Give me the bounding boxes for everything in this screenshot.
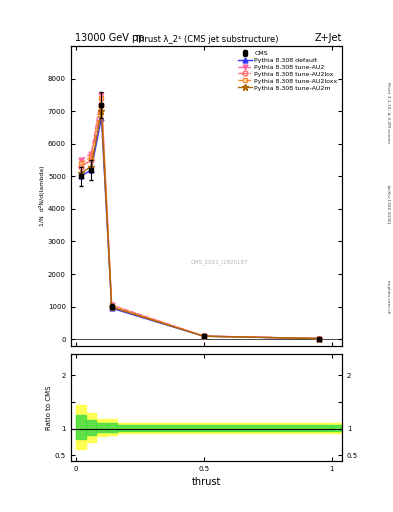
Title: Thrust λ_2¹ (CMS jet substructure): Thrust λ_2¹ (CMS jet substructure) [134, 35, 279, 44]
X-axis label: thrust: thrust [192, 477, 221, 487]
Bar [86, 420, 96, 435]
Line: Pythia 8.308 tune-AU2lox: Pythia 8.308 tune-AU2lox [79, 102, 321, 341]
Text: Rivet 3.1.10, ≥ 3.2M events: Rivet 3.1.10, ≥ 3.2M events [386, 82, 390, 143]
Pythia 8.308 tune-AU2loxx [99, 95, 104, 101]
Pythia 8.308 tune-AU2 [316, 335, 321, 342]
Bar [332, 423, 345, 433]
Bar [96, 423, 107, 433]
Pythia 8.308 default [316, 335, 321, 342]
Pythia 8.308 default [109, 305, 114, 311]
Pythia 8.308 tune-AU2m [89, 163, 94, 169]
Line: Pythia 8.308 default: Pythia 8.308 default [79, 115, 321, 341]
Y-axis label: Ratio to CMS: Ratio to CMS [46, 385, 52, 430]
Bar [117, 425, 332, 431]
Bar [86, 413, 96, 442]
Pythia 8.308 tune-AU2 [99, 92, 104, 98]
Bar [76, 415, 86, 439]
Bar [96, 419, 107, 436]
Pythia 8.308 tune-AU2lox [201, 333, 206, 339]
Text: Z+Jet: Z+Jet [314, 33, 342, 44]
Pythia 8.308 tune-AU2m [109, 304, 114, 310]
Text: CMS_2021_I1920187: CMS_2021_I1920187 [191, 259, 249, 265]
Line: Pythia 8.308 tune-AU2m: Pythia 8.308 tune-AU2m [78, 108, 322, 342]
Pythia 8.308 tune-AU2 [89, 151, 94, 157]
Pythia 8.308 default [99, 115, 104, 121]
Pythia 8.308 tune-AU2m [201, 333, 206, 339]
Bar [117, 423, 332, 433]
Line: Pythia 8.308 tune-AU2: Pythia 8.308 tune-AU2 [79, 93, 321, 341]
Pythia 8.308 tune-AU2m [99, 108, 104, 114]
Pythia 8.308 tune-AU2m [79, 170, 83, 176]
Text: mcplots.cern.ch: mcplots.cern.ch [386, 280, 390, 314]
Pythia 8.308 tune-AU2loxx [201, 333, 206, 339]
Pythia 8.308 tune-AU2m [316, 335, 321, 342]
Bar [332, 425, 345, 431]
Line: Pythia 8.308 tune-AU2loxx: Pythia 8.308 tune-AU2loxx [79, 96, 321, 341]
Pythia 8.308 tune-AU2lox [109, 304, 114, 310]
Pythia 8.308 tune-AU2lox [99, 101, 104, 108]
Pythia 8.308 tune-AU2loxx [316, 335, 321, 342]
Pythia 8.308 tune-AU2lox [316, 335, 321, 342]
Pythia 8.308 default [201, 333, 206, 339]
Pythia 8.308 tune-AU2loxx [79, 160, 83, 166]
Pythia 8.308 tune-AU2 [79, 157, 83, 163]
Pythia 8.308 tune-AU2loxx [89, 154, 94, 160]
Y-axis label: 1/N  d²N/d(lambda): 1/N d²N/d(lambda) [39, 165, 45, 226]
Pythia 8.308 tune-AU2loxx [109, 303, 114, 309]
Pythia 8.308 default [89, 167, 94, 173]
Bar [107, 423, 117, 433]
Pythia 8.308 default [79, 173, 83, 179]
Text: [arXiv:1306.3436]: [arXiv:1306.3436] [386, 185, 390, 224]
Bar [76, 404, 86, 449]
Bar [107, 419, 117, 435]
Pythia 8.308 tune-AU2lox [79, 163, 83, 169]
Pythia 8.308 tune-AU2lox [89, 157, 94, 163]
Pythia 8.308 tune-AU2 [201, 333, 206, 339]
Text: 13000 GeV pp: 13000 GeV pp [75, 33, 144, 44]
Pythia 8.308 tune-AU2 [109, 302, 114, 308]
Legend: CMS, Pythia 8.308 default, Pythia 8.308 tune-AU2, Pythia 8.308 tune-AU2lox, Pyth: CMS, Pythia 8.308 default, Pythia 8.308 … [237, 49, 339, 92]
